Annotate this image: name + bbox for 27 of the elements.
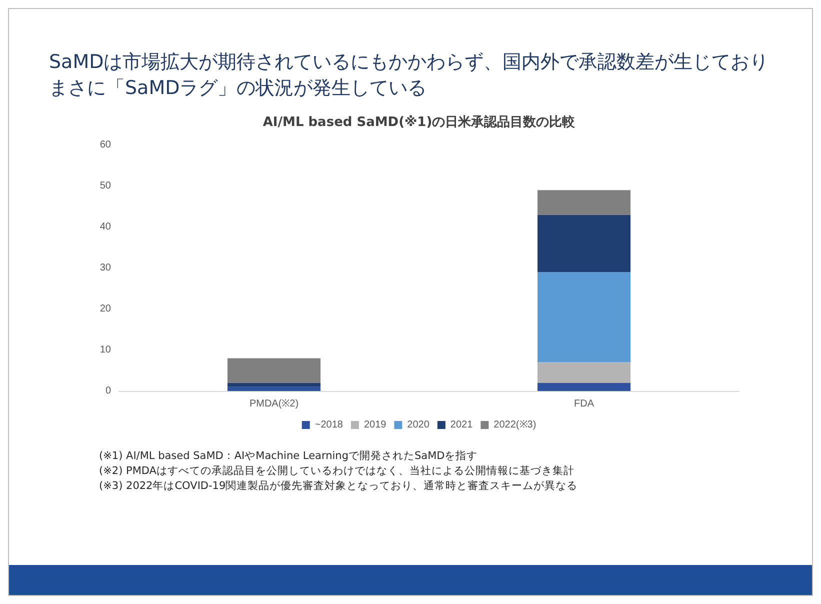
y-tick-label: 20 bbox=[100, 304, 112, 314]
y-tick-label: 10 bbox=[100, 344, 112, 356]
y-tick-label: 60 bbox=[100, 140, 112, 150]
legend-label: 2021 bbox=[450, 420, 474, 430]
y-tick-label: 40 bbox=[100, 222, 112, 232]
y-tick-label: 30 bbox=[100, 262, 112, 274]
text: (※3) 2022年はCOVID-19関連製品が優先審査対象となっており、通常時と審査スキームが異なる bbox=[99, 479, 579, 494]
bar bbox=[228, 382, 320, 387]
text: (※1) AI/ML based SaMD：AIやMachine Learningで開発されたSaMDを指す bbox=[99, 449, 479, 464]
legend-label: 2019 bbox=[364, 420, 387, 430]
bar bbox=[538, 382, 630, 391]
bar bbox=[228, 358, 320, 383]
x-tick-label: FDA bbox=[574, 398, 594, 410]
bar bbox=[538, 272, 630, 362]
x-tick-label: PMDA(※2) bbox=[249, 398, 299, 410]
chart-title: AI/ML based SaMD(※1)の日米承認品目数の比較 bbox=[262, 114, 576, 130]
y-tick-label: 0 bbox=[105, 386, 112, 396]
bar bbox=[538, 214, 630, 272]
bar bbox=[538, 362, 630, 383]
legend-label: ~2018 bbox=[314, 420, 344, 430]
bar bbox=[228, 386, 320, 391]
bar bbox=[538, 190, 630, 215]
chart-subtitle: SaMDは市場拡大が期待されているにもかかわらず、国内外で承認数差が生じておりまさに「SaMDラグ」の状況が発生している bbox=[48, 50, 770, 101]
legend-label: 2020 bbox=[407, 420, 430, 430]
legend-label: 2022(※3) bbox=[494, 420, 536, 430]
y-tick-label: 50 bbox=[100, 180, 112, 192]
text: (※2) PMDAはすべての承認品目を公開しているわけではなく、当社による公開情報に基づき集計 bbox=[99, 464, 576, 479]
